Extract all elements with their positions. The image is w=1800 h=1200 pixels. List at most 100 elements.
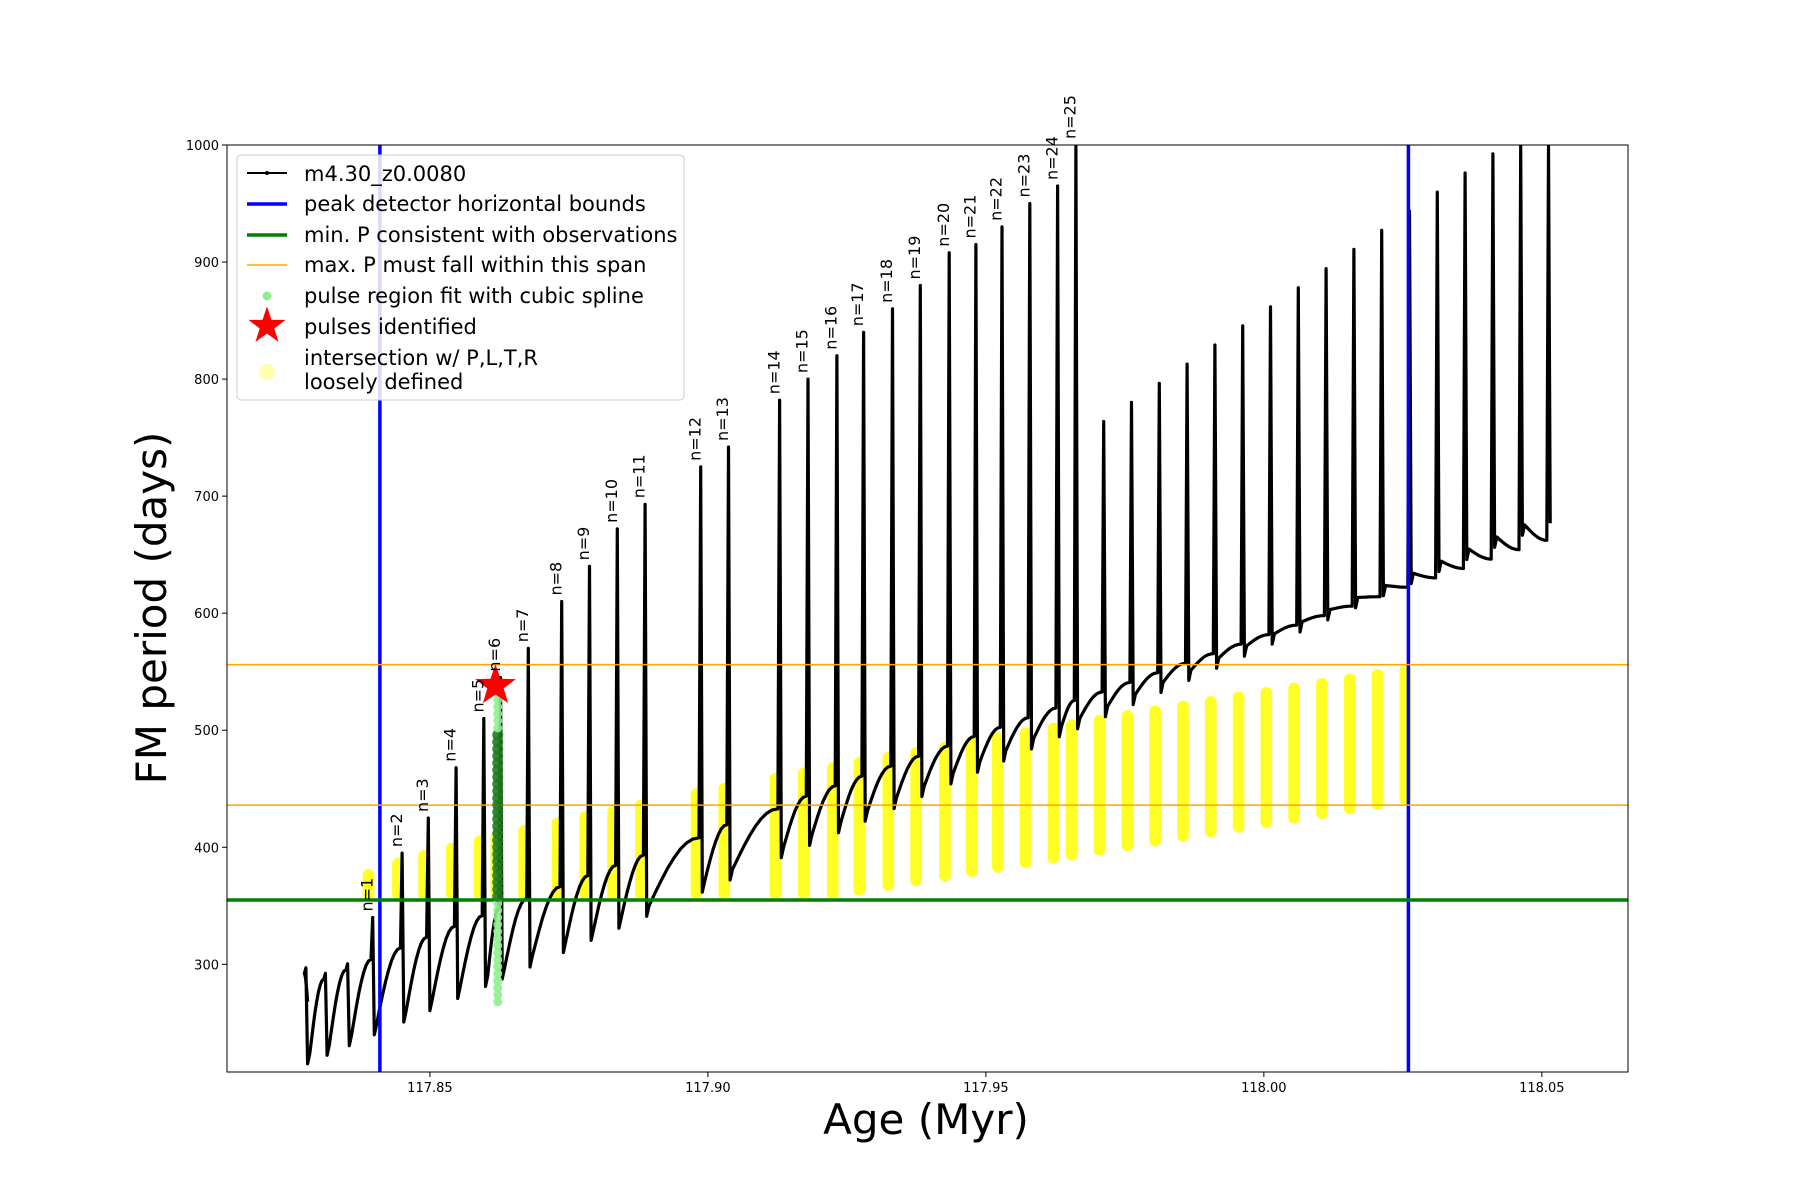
pulse-number-labels: n=1 n=2 n=3 n=4 n=5 n=6 n=7 n=8 n=9 n=10 n=11 n=12 n… — [357, 95, 1079, 911]
intersection-block — [1019, 727, 1032, 869]
intersection-block — [991, 732, 1004, 873]
legend-label-cubic-spline: pulse region fit with cubic spline — [304, 284, 644, 308]
pulse-label: n=19 — [905, 236, 924, 280]
pulse-label: n=18 — [877, 259, 896, 303]
intersection-block — [910, 746, 922, 887]
pulse-label: n=10 — [602, 479, 621, 523]
intersection-block — [853, 757, 866, 896]
spline-point — [493, 913, 503, 922]
legend-label-model: m4.30_z0.0080 — [304, 162, 466, 187]
intersection-block — [1371, 669, 1384, 810]
pulse-label: n=2 — [387, 813, 406, 847]
y-tick-label: 900 — [194, 256, 219, 271]
spline-point — [493, 709, 503, 719]
pulse-identified-star — [475, 664, 516, 704]
intersection-block — [1177, 700, 1189, 843]
spline-point — [492, 729, 504, 741]
pulses-identified-markers — [475, 664, 516, 704]
model-track-m4.30_z0.0080 — [302, 145, 1552, 1066]
spline-point — [493, 695, 503, 705]
pulse-label: n=16 — [822, 306, 841, 350]
star-icon — [248, 306, 286, 342]
y-tick-label: 1000 — [186, 139, 219, 154]
pulse-label: n=9 — [574, 527, 593, 561]
intersection-block — [362, 868, 375, 900]
pulse-label: n=12 — [685, 417, 704, 461]
spline-point — [493, 716, 503, 726]
cubic-spline-region — [492, 688, 504, 1007]
legend-frame — [236, 154, 685, 401]
legend-entry-model: m4.30_z0.0080 — [247, 162, 466, 187]
pulse-label: n=11 — [630, 454, 649, 498]
pulse-label: n=7 — [513, 609, 532, 643]
y-tick-label: 400 — [194, 841, 219, 856]
spline-point — [493, 983, 503, 993]
pulse-label: n=17 — [848, 282, 867, 326]
intersection-block — [1204, 696, 1217, 838]
intersection-block — [826, 762, 839, 900]
intersection-block — [1149, 705, 1161, 847]
legend-label-min-period: min. P consistent with observations — [304, 223, 677, 247]
pulse-label: n=6 — [485, 638, 504, 672]
legend-label-max-period: max. P must fall within this span — [304, 253, 646, 277]
pulse-label: n=1 — [357, 878, 376, 912]
y-tick-label: 300 — [194, 958, 219, 973]
spline-point — [493, 962, 503, 972]
spline-point — [493, 990, 503, 1000]
intersection-block — [1260, 687, 1273, 829]
reference-lines — [227, 145, 1628, 1072]
x-tick-label: 117.85 — [407, 1081, 453, 1096]
spline-point — [493, 723, 503, 733]
intersection-block — [1232, 691, 1245, 833]
legend-label-intersection-line2: loosely defined — [304, 370, 463, 394]
legend-label-peak-bounds: peak detector horizontal bounds — [304, 192, 646, 216]
legend: m4.30_z0.0080 peak detector horizontal b… — [236, 154, 685, 401]
intersection-block — [1047, 722, 1060, 864]
intersection-block — [882, 751, 895, 891]
intersection-block — [1288, 682, 1300, 824]
spline-point — [493, 941, 503, 951]
y-tick-label: 500 — [194, 724, 219, 739]
spline-point — [493, 948, 503, 958]
spline-point — [493, 955, 503, 965]
spline-point — [493, 702, 503, 712]
legend-entry-intersection: intersection w/ P,L,T,R loosely defined — [259, 346, 538, 394]
legend-label-pulses-identified: pulses identified — [304, 315, 477, 339]
intersection-block — [1343, 673, 1356, 815]
y-axis-ticks: 300 400 500 600 700 800 900 1000 — [186, 139, 227, 973]
x-tick-label: 117.90 — [685, 1081, 731, 1096]
spline-point — [493, 934, 503, 944]
pulse-label: n=21 — [961, 195, 980, 239]
legend-entry-peak-bounds: peak detector horizontal bounds — [247, 192, 646, 216]
intersection-block — [1316, 678, 1328, 819]
pulse-label: n=13 — [713, 397, 732, 441]
pulse-label: n=22 — [987, 177, 1006, 221]
x-axis-ticks: 117.85 117.90 117.95 118.00 118.05 — [407, 1072, 1565, 1096]
plot-frame — [226, 144, 1629, 1073]
y-tick-label: 600 — [194, 607, 219, 622]
spline-point — [493, 920, 503, 930]
spline-point — [493, 969, 503, 979]
intersection-block — [939, 741, 951, 882]
intersection-block — [1121, 710, 1134, 852]
intersection-block — [1093, 714, 1106, 856]
y-tick-label: 800 — [194, 373, 219, 388]
x-tick-label: 118.05 — [1519, 1081, 1565, 1096]
pulse-label: n=25 — [1061, 95, 1080, 139]
legend-entry-min-period: min. P consistent with observations — [247, 223, 677, 247]
x-tick-label: 118.00 — [1241, 1081, 1287, 1096]
pulse-label: n=23 — [1015, 154, 1034, 198]
plot-area — [227, 145, 1628, 1072]
pulse-label: n=20 — [934, 203, 953, 247]
intersection-block — [1065, 719, 1078, 861]
legend-entry-max-period: max. P must fall within this span — [247, 253, 646, 277]
pulse-label: n=15 — [793, 329, 812, 373]
spline-point — [493, 976, 503, 986]
intersection-block — [965, 736, 978, 878]
model-track-line — [302, 145, 1552, 1066]
pulse-label: n=14 — [764, 350, 783, 394]
legend-label-intersection-line1: intersection w/ P,L,T,R — [304, 346, 538, 370]
pulse-label: n=8 — [546, 562, 565, 596]
legend-entry-cubic-spline: pulse region fit with cubic spline — [262, 284, 644, 308]
